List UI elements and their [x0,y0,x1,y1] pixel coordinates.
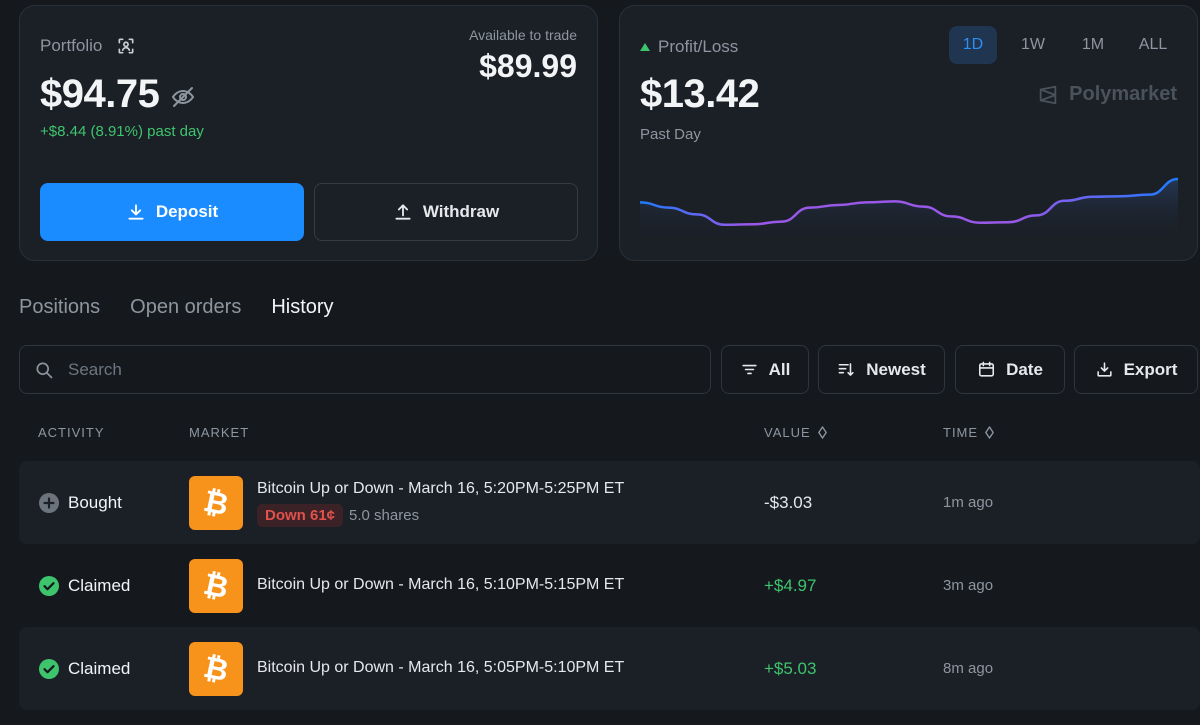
bitcoin-symbol-icon: ₿ [201,569,231,603]
pnl-value: $13.42 [640,72,760,116]
table-row[interactable]: Claimed ₿ Bitcoin Up or Down - March 16,… [19,544,1200,627]
table-row[interactable]: Claimed ₿ Bitcoin Up or Down - March 16,… [19,627,1200,710]
sort-toggle-icon [985,426,994,439]
bitcoin-icon: ₿ [189,476,243,530]
scan-icon[interactable] [116,36,136,56]
balance-value: $94.75 [40,72,160,116]
bitcoin-symbol-icon: ₿ [201,486,231,520]
chart-area [640,179,1178,241]
range-1m[interactable]: 1M [1081,36,1105,53]
search-box [19,345,711,394]
value-cell: -$3.03 [764,492,813,512]
activity-cell: Claimed [39,627,130,710]
bitcoin-symbol-icon: ₿ [201,652,231,686]
activity-cell: Claimed [39,544,130,627]
date-button[interactable]: Date [955,345,1065,394]
shares-count: 5.0 shares [349,507,420,524]
column-time-label: TIME [943,425,979,440]
withdraw-label: Withdraw [422,202,500,221]
calendar-icon [979,361,995,377]
column-value-label: VALUE [764,425,811,440]
deposit-label: Deposit [155,202,219,221]
export-label: Export [1123,359,1178,379]
pnl-card: Profit/Loss $13.42 Past Day 1D 1W 1M ALL… [619,5,1198,261]
portfolio-balance: $94.75 [40,72,195,117]
triangle-up-icon [640,43,650,51]
download-icon [128,204,144,220]
column-activity: ACTIVITY [38,425,105,440]
available-value: $89.99 [479,48,577,84]
filter-label: All [768,359,791,379]
pnl-label-text: Profit/Loss [658,37,739,56]
sort-toggle-icon [817,426,827,439]
eye-off-icon[interactable] [171,85,195,109]
range-1w[interactable]: 1W [1021,36,1045,53]
portfolio-label: Portfolio [40,36,136,56]
range-1d[interactable]: 1D [949,26,997,64]
sort-icon [838,363,854,376]
market-title[interactable]: Bitcoin Up or Down - March 16, 5:05PM-5:… [257,659,625,676]
polymarket-brand: Polymarket [1037,83,1177,106]
market-title[interactable]: Bitcoin Up or Down - March 16, 5:10PM-5:… [257,576,625,593]
export-button[interactable]: Export [1074,345,1198,394]
time-cell: 8m ago [943,660,994,677]
filter-button[interactable]: All [721,345,809,394]
svg-text:₿: ₿ [201,486,231,520]
deposit-button[interactable]: Deposit [40,183,304,241]
range-selector: 1D 1W 1M ALL [949,26,1177,64]
outcome-badge: Down 61¢ [257,504,344,527]
pnl-label: Profit/Loss [640,37,738,57]
market-title[interactable]: Bitcoin Up or Down - March 16, 5:20PM-5:… [257,480,625,497]
activity-label: Claimed [68,575,131,595]
portfolio-card: Portfolio $94.75 +$8.44 (8.91%) past day… [19,5,598,261]
value-cell: +$4.97 [764,575,817,595]
sort-button[interactable]: Newest [818,345,945,394]
time-cell: 1m ago [943,494,994,511]
search-icon [36,362,53,378]
tab-positions[interactable]: Positions [19,296,101,318]
tab-open-orders[interactable]: Open orders [130,296,242,318]
portfolio-change: +$8.44 (8.91%) past day [40,123,204,140]
svg-text:₿: ₿ [201,652,231,686]
table-row[interactable]: Bought ₿ Bitcoin Up or Down - March 16, … [19,461,1200,544]
chart-line [640,177,1178,227]
time-cell: 3m ago [943,577,994,594]
bitcoin-icon: ₿ [189,642,243,696]
pnl-period: Past Day [640,126,701,143]
search-input[interactable] [68,359,668,380]
column-time[interactable]: TIME [943,425,995,440]
export-icon [1096,362,1112,377]
withdraw-button[interactable]: Withdraw [314,183,578,241]
range-all[interactable]: ALL [1138,36,1168,53]
check-circle-icon [39,575,59,596]
market-meta: Down 61¢ 5.0 shares [257,504,419,527]
portfolio-label-text: Portfolio [40,36,103,55]
tab-history[interactable]: History [271,296,334,318]
sort-label: Newest [866,359,926,379]
plus-circle-icon [39,492,59,513]
check-circle-icon [39,658,59,679]
value-cell: +$5.03 [764,658,817,678]
column-value[interactable]: VALUE [764,425,828,440]
bitcoin-icon: ₿ [189,559,243,613]
brand-name: Polymarket [1069,83,1177,105]
tab-bar: Positions Open orders History [19,296,334,319]
filter-icon [742,364,757,375]
activity-label: Claimed [68,658,131,678]
svg-text:₿: ₿ [201,569,231,603]
column-market: MARKET [189,425,250,440]
activity-label: Bought [68,492,122,512]
date-label: Date [1006,359,1043,379]
polymarket-logo-icon [1039,85,1057,104]
upload-icon [395,204,411,220]
pnl-line-chart [640,177,1178,241]
activity-cell: Bought [39,461,122,544]
available-label: Available to trade [469,27,577,43]
